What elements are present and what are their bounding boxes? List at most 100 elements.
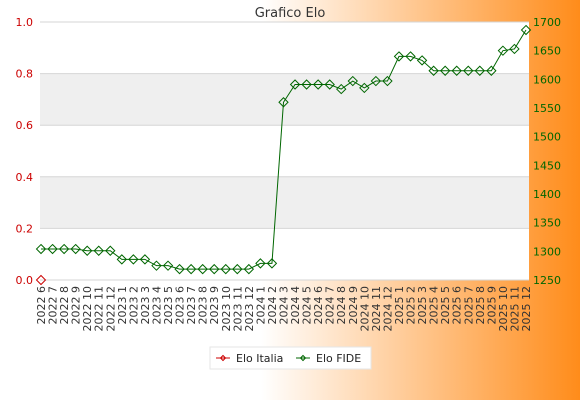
x-tick-label: 2022 7 [47, 286, 60, 325]
legend-label: Elo Italia [236, 352, 283, 365]
x-tick-label: 2022 12 [104, 286, 117, 332]
data-point [509, 43, 520, 55]
data-point [35, 274, 47, 286]
plot-area [40, 22, 529, 280]
x-tick-label: 2023 2 [127, 286, 140, 325]
x-tick-label: 2024 9 [347, 286, 360, 325]
x-tick-label: 2022 6 [35, 286, 48, 325]
y-right-tick-label: 1400 [533, 188, 561, 201]
y-right-tick-label: 1450 [533, 159, 561, 172]
y-right-tick-label: 1350 [533, 217, 561, 230]
data-point [128, 254, 139, 265]
data-point [243, 263, 255, 275]
data-point [81, 245, 93, 256]
data-point [70, 243, 81, 255]
data-point [324, 79, 335, 90]
x-tick-label: 2023 12 [243, 286, 256, 332]
x-tick-label: 2025 3 [416, 286, 429, 325]
x-tick-label: 2024 2 [266, 286, 279, 325]
x-tick-label: 2024 10 [358, 286, 371, 332]
x-tick-label: 2023 1 [116, 286, 129, 325]
y-right-tick-label: 1550 [533, 102, 561, 115]
x-tick-label: 2023 6 [174, 286, 187, 325]
chart-title: Grafico Elo [255, 6, 326, 21]
x-tick-label: 2025 8 [474, 286, 487, 325]
data-point [93, 245, 104, 256]
data-point [35, 243, 47, 255]
data-point [151, 260, 162, 271]
x-tick-label: 2023 8 [197, 286, 210, 325]
data-point [312, 79, 324, 90]
data-point [197, 263, 208, 275]
y-left-tick-label: 0.0 [16, 274, 34, 287]
x-tick-label: 2024 12 [381, 286, 394, 332]
y-right-tick-label: 1250 [533, 274, 561, 287]
data-point [278, 97, 289, 108]
x-tick-label: 2023 3 [139, 286, 152, 325]
y-left-tick-label: 0.6 [16, 119, 34, 132]
x-tick-label: 2024 4 [289, 286, 302, 325]
x-tick-label: 2025 2 [405, 286, 418, 325]
data-point [185, 263, 197, 275]
x-tick-label: 2024 6 [312, 286, 325, 325]
plot-band [40, 176, 529, 229]
x-tick-label: 2023 5 [162, 286, 175, 325]
x-tick-label: 2022 8 [58, 286, 71, 325]
legend-marker [299, 354, 307, 362]
data-point [232, 263, 243, 275]
data-point [520, 24, 532, 36]
data-point [474, 65, 486, 76]
data-point [116, 254, 128, 265]
y-right-tick-label: 1650 [533, 45, 561, 58]
x-tick-label: 2025 11 [508, 286, 521, 332]
y-left-tick-label: 0.4 [16, 171, 34, 184]
data-point [58, 243, 70, 255]
y-left-tick-label: 0.8 [16, 68, 34, 81]
x-tick-label: 2024 8 [335, 286, 348, 325]
x-tick-label: 2023 10 [220, 286, 233, 332]
x-tick-label: 2024 3 [278, 286, 291, 325]
data-point [393, 51, 405, 62]
data-point [428, 65, 439, 76]
x-tick-label: 2025 12 [520, 286, 533, 332]
x-tick-label: 2024 5 [301, 286, 314, 325]
y-left-tick-label: 0.2 [16, 222, 34, 235]
data-point [497, 45, 509, 56]
data-point [301, 79, 312, 90]
x-tick-label: 2025 4 [428, 286, 441, 325]
x-tick-label: 2022 9 [70, 286, 83, 325]
legend-box [209, 346, 372, 370]
data-point [463, 65, 474, 76]
y-right-tick-label: 1500 [533, 131, 561, 144]
y-left-tick-label: 1.0 [16, 16, 34, 29]
x-tick-label: 2023 9 [208, 286, 221, 325]
x-tick-label: 2024 1 [254, 286, 267, 325]
x-tick-label: 2025 7 [462, 286, 475, 325]
x-tick-label: 2022 10 [81, 286, 94, 332]
data-point [47, 243, 58, 255]
x-tick-label: 2025 9 [485, 286, 498, 325]
data-point [209, 263, 220, 275]
data-point [416, 55, 428, 66]
data-point [255, 258, 266, 269]
data-point [405, 51, 416, 62]
y-right-tick-label: 1700 [533, 16, 561, 29]
x-tick-label: 2023 11 [231, 286, 244, 332]
legend-marker [219, 354, 227, 362]
x-tick-label: 2023 4 [150, 286, 163, 325]
y-right-tick-label: 1300 [533, 245, 561, 258]
x-tick-label: 2023 7 [185, 286, 198, 325]
x-tick-label: 2025 5 [439, 286, 452, 325]
data-point [139, 254, 151, 265]
data-point [370, 75, 382, 87]
legend-label: Elo FIDE [316, 352, 361, 365]
data-point [347, 75, 358, 87]
data-point [359, 82, 370, 94]
data-point [486, 65, 497, 76]
x-tick-label: 2024 7 [324, 286, 337, 325]
series-line [41, 29, 527, 270]
y-right-tick-label: 1600 [533, 73, 561, 86]
x-tick-label: 2025 6 [451, 286, 464, 325]
